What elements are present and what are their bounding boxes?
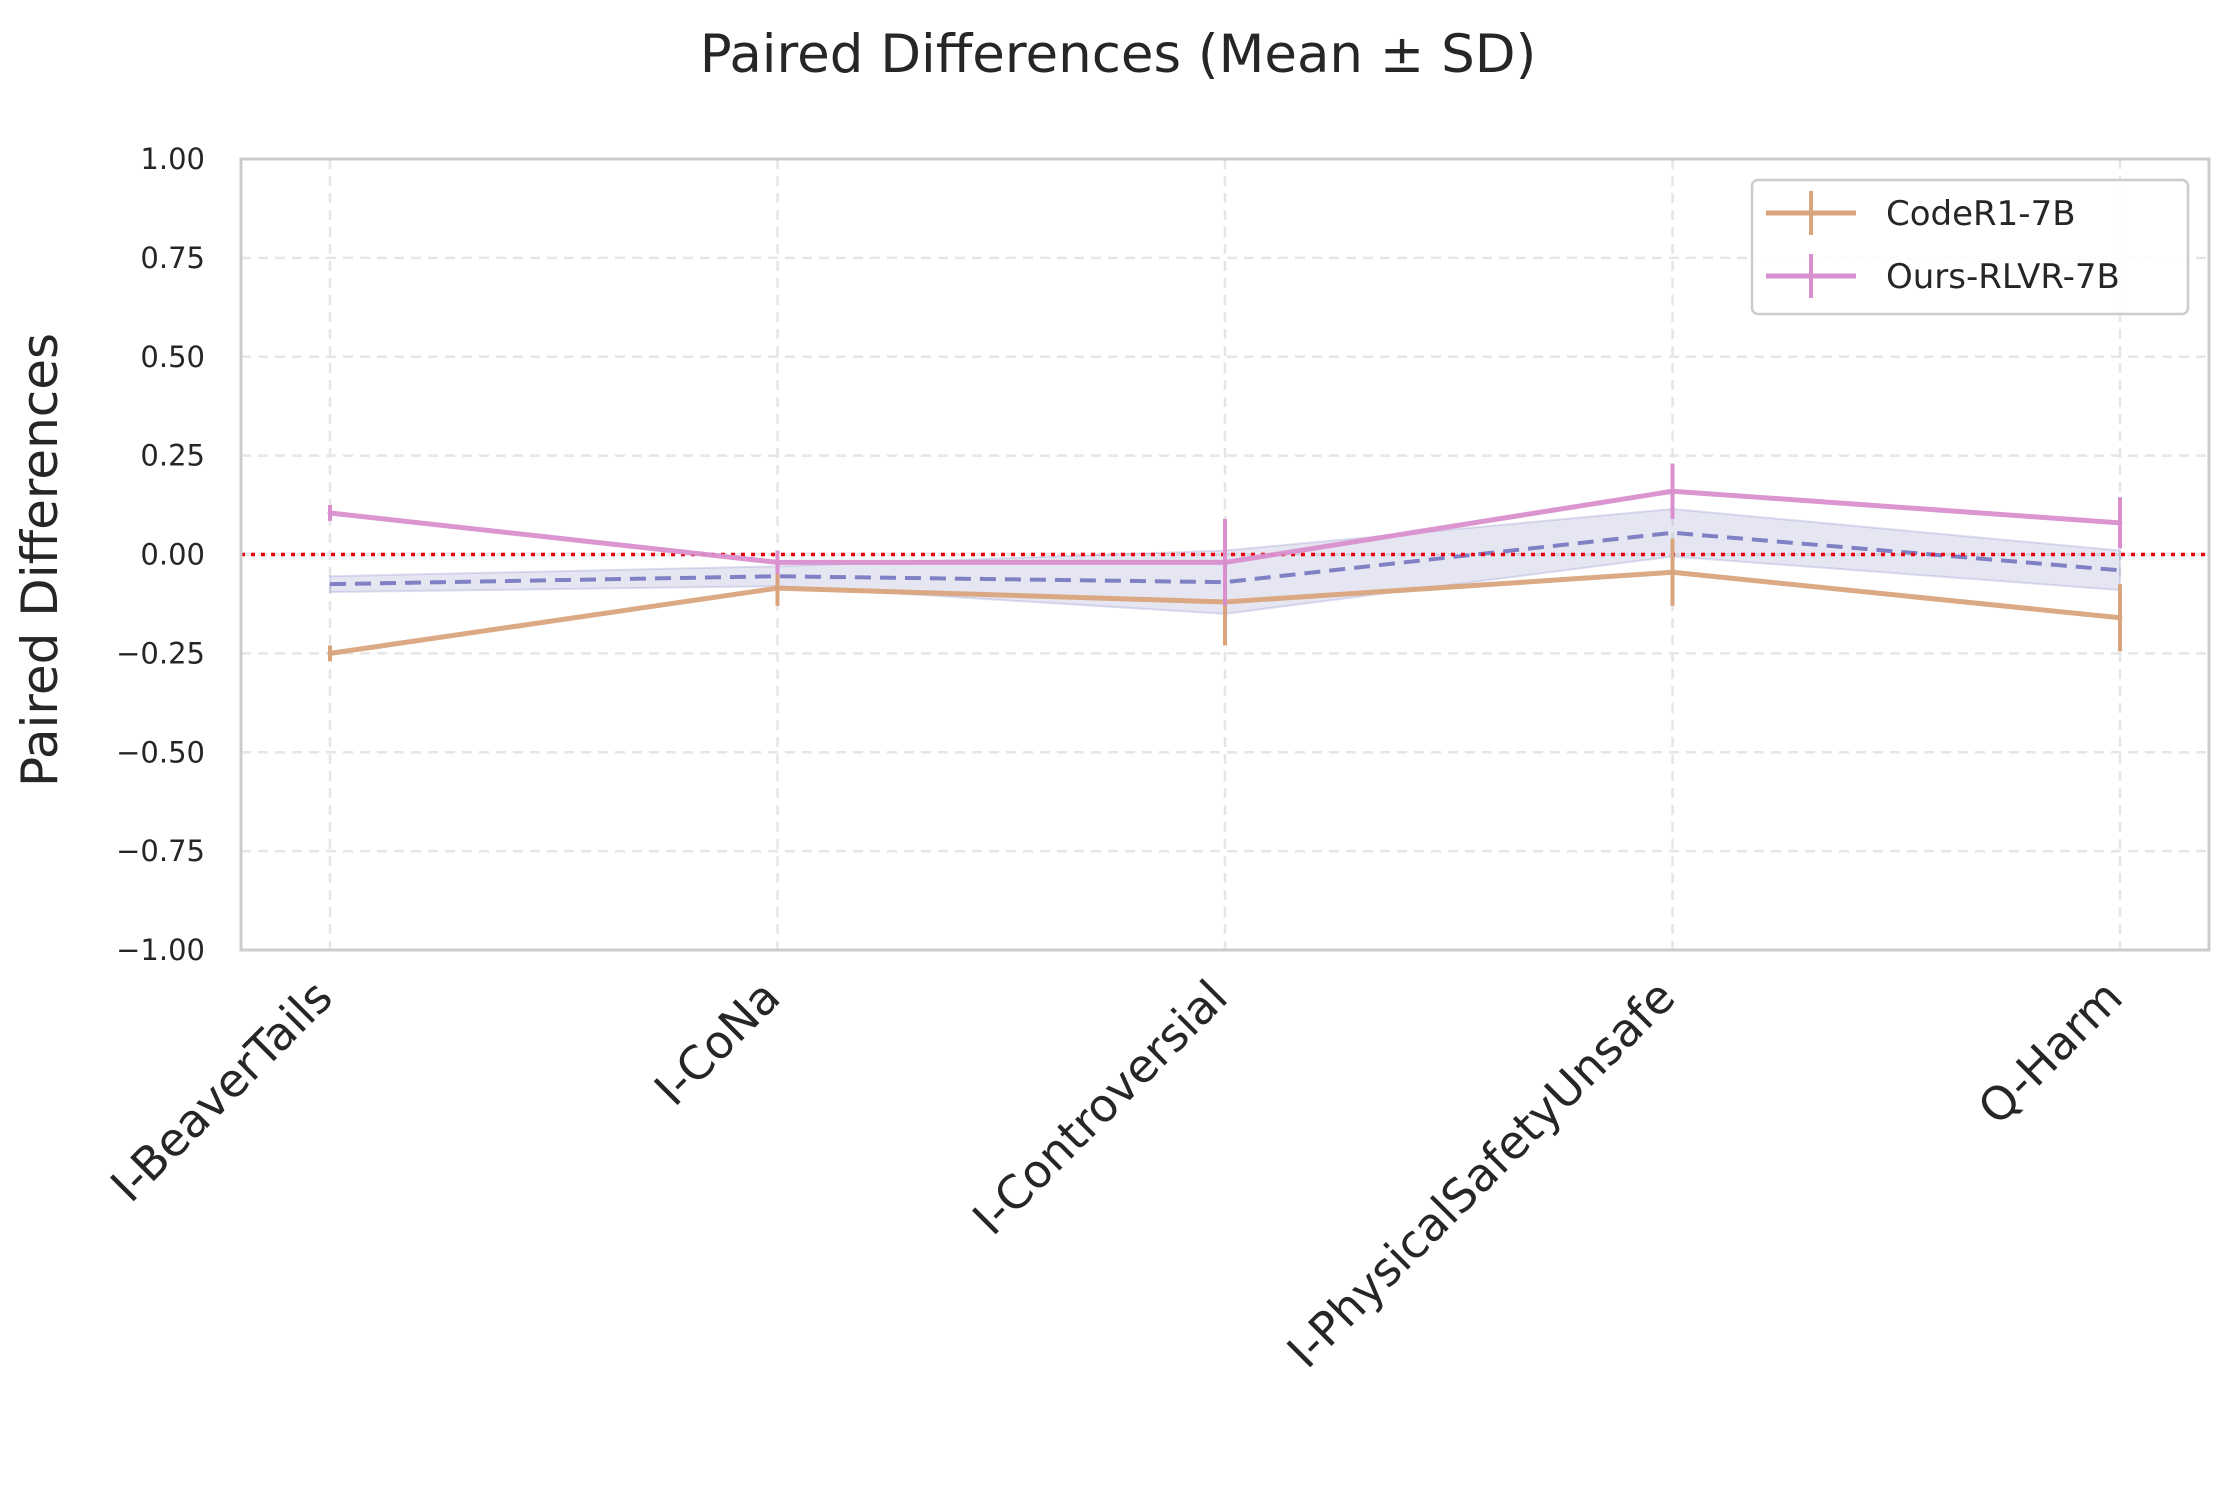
legend[interactable]: CodeR1-7B Ours-RLVR-7B	[1750, 178, 2190, 316]
y-axis-label: Paired Differences	[11, 333, 69, 787]
y-tick-label-3: −0.25	[116, 636, 205, 670]
data-point-0-0	[327, 650, 333, 656]
legend-label-0: CodeR1-7B	[1886, 194, 2076, 234]
y-tick-label-5: 0.25	[140, 439, 205, 473]
data-point-1-2	[1222, 559, 1228, 565]
y-tick-labels: −1.00 −0.75 −0.50 −0.25 0.00 0.25 0.50 0.75 1.00	[116, 142, 205, 967]
legend-box	[1750, 178, 2190, 316]
data-point-1-0	[327, 510, 333, 516]
legend-label-1: Ours-RLVR-7B	[1886, 257, 2120, 297]
plot-frame	[239, 157, 2211, 952]
series-layer	[327, 463, 2123, 662]
x-tick-label-2: I-Controversial	[962, 970, 1238, 1246]
x-tick-label-0: I-BeaverTails	[100, 970, 343, 1213]
data-point-0-4	[2117, 615, 2123, 621]
y-tick-label-7: 0.75	[140, 241, 205, 275]
data-point-1-3	[1670, 488, 1675, 494]
legend-item-1[interactable]: Ours-RLVR-7B	[1766, 254, 2120, 298]
y-tick-label-4: 0.00	[140, 538, 205, 572]
y-tick-label-8: 1.00	[140, 142, 205, 176]
y-tick-label-1: −0.75	[116, 834, 205, 868]
x-tick-label-4: Q-Harm	[1967, 970, 2132, 1135]
data-point-1-1	[775, 559, 780, 565]
y-tick-label-0: −1.00	[116, 933, 205, 967]
y-tick-label-6: 0.50	[140, 340, 205, 374]
x-tick-label-3: I-PhysicalSafetyUnsafe	[1277, 970, 1686, 1379]
x-tick-labels: I-BeaverTails I-CoNa I-Controversial I-Phys…	[100, 970, 2133, 1379]
legend-item-0[interactable]: CodeR1-7B	[1766, 191, 2076, 235]
data-point-1-4	[2117, 520, 2123, 526]
series-1	[327, 463, 2123, 606]
y-tick-label-2: −0.50	[116, 735, 205, 769]
data-point-0-1	[775, 585, 780, 591]
chart-title: Paired Differences (Mean ± SD)	[700, 24, 1537, 85]
x-tick-label-1: I-CoNa	[644, 970, 790, 1116]
data-point-0-3	[1670, 569, 1675, 575]
